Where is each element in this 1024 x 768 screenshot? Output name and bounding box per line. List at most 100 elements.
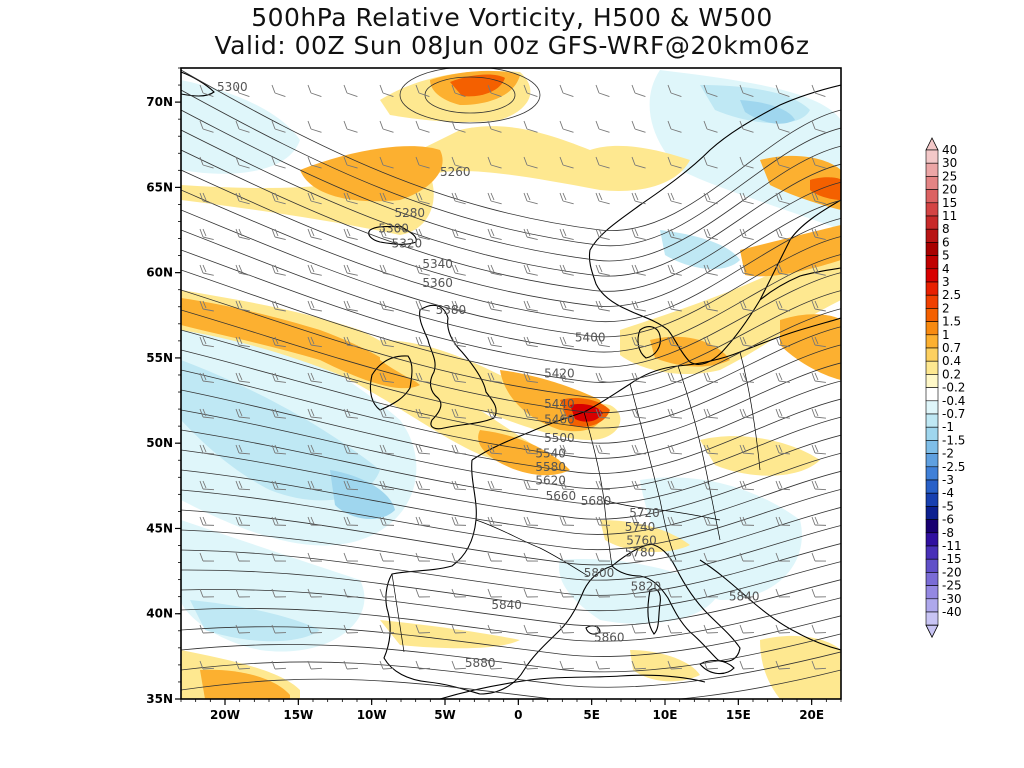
- wind-barb: [811, 624, 827, 634]
- coastline-italy: [611, 543, 741, 663]
- wind-barb: [235, 84, 250, 98]
- wind-barb: [739, 552, 755, 562]
- wind-barb: [343, 552, 359, 562]
- wind-barb: [415, 372, 430, 383]
- lon-tick-label: 10W: [357, 708, 387, 722]
- wind-barb: [595, 120, 610, 133]
- lon-tick-label: 15W: [283, 708, 313, 722]
- colorbar-label: -8: [942, 526, 954, 540]
- wind-barb: [307, 444, 322, 455]
- chart-title: 500hPa Relative Vorticity, H500 & W500 V…: [0, 4, 1024, 60]
- wind-barb: [631, 264, 646, 276]
- wind-barb: [307, 264, 322, 276]
- wind-barb: [235, 264, 250, 276]
- wind-barb: [343, 372, 358, 383]
- wind-barb: [487, 480, 503, 491]
- wind-barb: [775, 228, 790, 240]
- wind-barb: [487, 228, 502, 240]
- wind-barb: [415, 624, 431, 634]
- colorbar-label: 25: [942, 169, 957, 183]
- lat-tick-label: 60N: [146, 266, 173, 280]
- wind-barb: [235, 336, 250, 348]
- wind-barb: [703, 192, 718, 205]
- colorbar-bottom-arrow: [925, 624, 939, 639]
- wind-barb: [343, 336, 358, 348]
- wind-barb: [343, 228, 358, 240]
- wind-barb: [343, 480, 359, 491]
- height-contour: [181, 633, 841, 673]
- positive-vorticity-area: [570, 403, 603, 422]
- colorbar-label: 30: [942, 156, 957, 170]
- wind-barb: [595, 480, 611, 491]
- wind-barb: [523, 372, 538, 383]
- height-contour: [181, 579, 841, 627]
- positive-vorticity-area: [650, 336, 730, 367]
- wind-barb: [811, 660, 827, 670]
- wind-barb: [595, 408, 610, 419]
- wind-barb: [523, 480, 539, 491]
- wind-barb: [307, 408, 322, 419]
- wind-barb: [415, 552, 431, 562]
- contour-label: 5500: [544, 431, 575, 445]
- wind-barb: [235, 156, 250, 169]
- wind-barb: [343, 624, 359, 634]
- colorbar-swatch: [925, 426, 939, 441]
- wind-barb: [451, 552, 467, 562]
- wind-barb: [307, 480, 323, 491]
- wind-barb: [775, 84, 790, 98]
- border-eastern: [739, 351, 761, 471]
- colorbar-label: -5: [942, 499, 954, 513]
- wind-barb: [703, 516, 719, 526]
- wind-barb: [631, 84, 646, 98]
- wind-barb: [811, 228, 826, 240]
- wind-barb: [379, 480, 395, 491]
- height-contour: [181, 561, 841, 612]
- wind-barb: [523, 444, 538, 455]
- contour-label: 5420: [544, 366, 575, 380]
- wind-barb: [343, 300, 358, 312]
- wind-barb: [415, 84, 430, 98]
- wind-barb: [451, 228, 466, 240]
- contour-label: 5580: [535, 460, 566, 474]
- colorbar-swatch: [925, 360, 939, 375]
- colorbar-swatch: [925, 532, 939, 547]
- wind-barb: [667, 444, 682, 455]
- wind-barb: [379, 300, 394, 312]
- colorbar-swatch: [925, 255, 939, 270]
- height-contour: [181, 651, 841, 688]
- lat-tick-label: 55N: [146, 351, 173, 365]
- colorbar-label: 1: [942, 328, 950, 342]
- colorbar-label: -0.7: [942, 407, 965, 421]
- wind-barb: [307, 192, 322, 205]
- wind-barb: [199, 480, 215, 491]
- positive-vorticity-area: [760, 635, 841, 699]
- colorbar-swatch: [925, 413, 939, 428]
- wind-barb: [739, 516, 755, 526]
- wind-barb: [631, 156, 646, 169]
- wind-barb: [307, 300, 322, 312]
- wind-barb: [379, 624, 395, 634]
- wind-barb: [631, 192, 646, 205]
- colorbar-label: -2: [942, 447, 954, 461]
- wind-barb: [595, 372, 610, 383]
- coastline-iberia: [383, 459, 613, 695]
- wind-barb: [811, 516, 827, 526]
- wind-barb: [379, 336, 394, 348]
- wind-barb: [775, 264, 790, 276]
- wind-barb: [739, 444, 754, 455]
- wind-barb: [703, 444, 718, 455]
- wind-barb: [523, 552, 539, 562]
- wind-barb: [739, 588, 755, 598]
- wind-barb: [775, 660, 791, 670]
- contour-label: 5680: [581, 494, 612, 508]
- wind-barb: [343, 264, 358, 276]
- coastline-continent-north: [471, 317, 841, 461]
- wind-barb: [631, 516, 647, 526]
- wind-barb: [523, 516, 539, 526]
- colorbar-swatch: [925, 334, 939, 349]
- wind-barb: [451, 516, 467, 526]
- wind-barb: [703, 264, 718, 276]
- colorbar-label: 40: [942, 143, 957, 157]
- wind-barb: [559, 660, 575, 670]
- wind-barb: [307, 588, 323, 598]
